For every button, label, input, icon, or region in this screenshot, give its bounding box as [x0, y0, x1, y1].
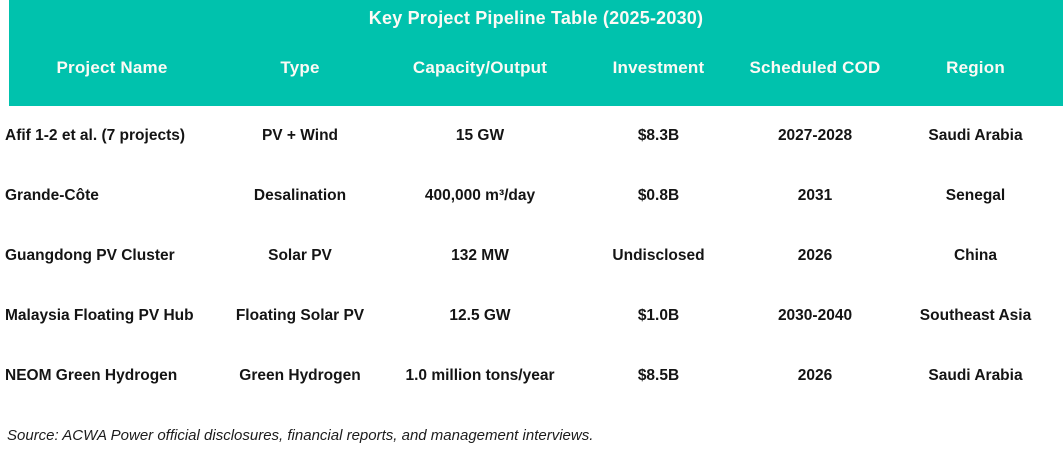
table-header-band: Key Project Pipeline Table (2025-2030) P…	[9, 0, 1063, 106]
cell-investment: $8.5B	[637, 367, 680, 384]
col-header-type: Type	[280, 57, 320, 77]
cell-capacity-output: 132 MW	[451, 247, 509, 264]
cell-region: Senegal	[945, 187, 1006, 204]
cell-capacity-output: 1.0 million tons/year	[405, 367, 555, 384]
cell-type: PV + Wind	[261, 127, 339, 144]
cell-type: Floating Solar PV	[235, 307, 365, 324]
cell-region: China	[953, 247, 998, 264]
cell-type: Solar PV	[268, 247, 332, 264]
table-body: Afif 1-2 et al. (7 projects) PV + Wind 1…	[0, 106, 1063, 406]
cell-capacity-output: 12.5 GW	[449, 307, 511, 324]
cell-project-name: Malaysia Floating PV Hub	[5, 307, 194, 324]
table-row: Malaysia Floating PV Hub Floating Solar …	[0, 286, 1063, 346]
cell-project-name: NEOM Green Hydrogen	[5, 367, 178, 384]
cell-investment: $8.3B	[637, 127, 680, 144]
source-note: Source: ACWA Power official disclosures,…	[7, 427, 594, 444]
table-row: Grande-Côte Desalination 400,000 m³/day …	[0, 166, 1063, 226]
cell-project-name: Guangdong PV Cluster	[5, 247, 175, 264]
column-header-row: Project Name Type Capacity/Output Invest…	[9, 29, 1063, 106]
cell-investment: Undisclosed	[612, 247, 705, 264]
cell-region: Southeast Asia	[919, 307, 1032, 324]
table-row: Afif 1-2 et al. (7 projects) PV + Wind 1…	[0, 106, 1063, 166]
cell-scheduled-cod: 2026	[797, 247, 833, 264]
col-header-scheduled-cod: Scheduled COD	[749, 57, 881, 77]
cell-scheduled-cod: 2027-2028	[777, 127, 853, 144]
cell-region: Saudi Arabia	[928, 127, 1023, 144]
cell-type: Desalination	[253, 187, 347, 204]
table-row: Guangdong PV Cluster Solar PV 132 MW Und…	[0, 226, 1063, 286]
cell-capacity-output: 400,000 m³/day	[424, 187, 536, 204]
col-header-capacity-output: Capacity/Output	[412, 57, 548, 77]
cell-project-name: Grande-Côte	[5, 187, 99, 204]
col-header-project-name: Project Name	[56, 57, 168, 77]
col-header-region: Region	[946, 57, 1005, 77]
cell-scheduled-cod: 2026	[797, 367, 833, 384]
cell-region: Saudi Arabia	[928, 367, 1023, 384]
cell-investment: $1.0B	[637, 307, 680, 324]
cell-investment: $0.8B	[637, 187, 680, 204]
cell-type: Green Hydrogen	[239, 367, 361, 384]
cell-capacity-output: 15 GW	[455, 127, 505, 144]
table-title: Key Project Pipeline Table (2025-2030)	[368, 8, 704, 28]
cell-scheduled-cod: 2030-2040	[777, 307, 853, 324]
cell-scheduled-cod: 2031	[797, 187, 833, 204]
cell-project-name: Afif 1-2 et al. (7 projects)	[5, 127, 186, 144]
col-header-investment: Investment	[612, 57, 705, 77]
table-row: NEOM Green Hydrogen Green Hydrogen 1.0 m…	[0, 346, 1063, 406]
